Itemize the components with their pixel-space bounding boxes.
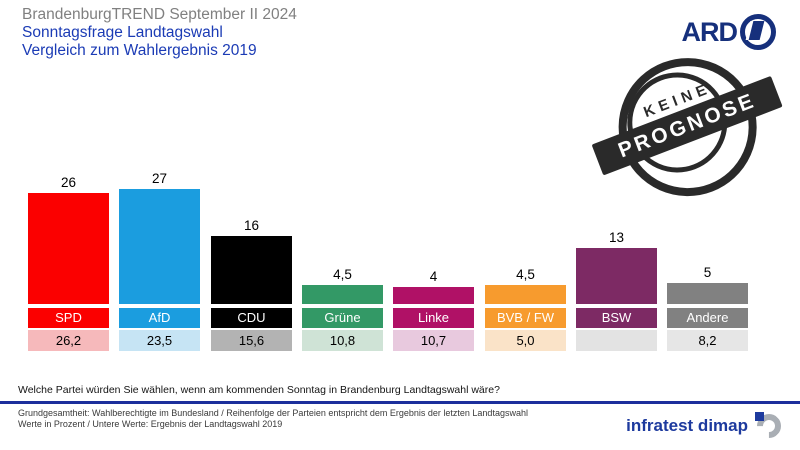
- bar: [119, 189, 200, 304]
- bar-value-label: 26: [60, 175, 77, 190]
- party-label-band: SPD: [28, 308, 109, 328]
- bar: [485, 285, 566, 304]
- previous-result-band: 15,6: [211, 330, 292, 351]
- bar-column: 13 BSW: [576, 170, 657, 351]
- subtitle-line1: Sonntagsfrage Landtagswahl: [22, 24, 223, 41]
- bar-column: 5 Andere 8,2: [667, 170, 748, 351]
- party-label-band: Andere: [667, 308, 748, 328]
- ard-one-icon: [740, 14, 776, 50]
- footer-divider: [0, 401, 800, 404]
- infratest-dimap-logo: infratest dimap: [626, 409, 786, 443]
- bar-value-label: 4,5: [333, 267, 352, 282]
- bar-value-label: 4: [429, 269, 438, 284]
- bar: [28, 193, 109, 304]
- bar: [211, 236, 292, 304]
- party-label-band: Linke: [393, 308, 474, 328]
- previous-result-band: 5,0: [485, 330, 566, 351]
- infratest-dimap-text: infratest dimap: [626, 416, 748, 435]
- previous-result-band: 8,2: [667, 330, 748, 351]
- party-label-band: BVB / FW: [485, 308, 566, 328]
- bar-value-label: 5: [703, 265, 712, 280]
- party-label-band: AfD: [119, 308, 200, 328]
- bar: [576, 248, 657, 304]
- bar-column: 4,5 BVB / FW 5,0: [485, 170, 566, 351]
- footnote: Grundgesamtheit: Wahlberechtigte im Bund…: [18, 408, 528, 429]
- previous-result-band: 10,8: [302, 330, 383, 351]
- party-label-band: CDU: [211, 308, 292, 328]
- footnote-line2: Werte in Prozent / Untere Werte: Ergebni…: [18, 418, 283, 429]
- bar-value-label: 16: [243, 218, 260, 233]
- survey-question: Welche Partei würden Sie wählen, wenn am…: [18, 384, 500, 396]
- bar: [667, 283, 748, 304]
- bar-value-label: 4,5: [516, 267, 535, 282]
- bar-column: 16 CDU 15,6: [211, 170, 292, 351]
- bar: [302, 285, 383, 304]
- ard-logo: ARD: [681, 14, 776, 50]
- bar-value-label: 13: [608, 230, 625, 245]
- bar-column: 27 AfD 23,5: [119, 170, 200, 351]
- bar-column: 4,5 Grüne 10,8: [302, 170, 383, 351]
- previous-result-band: 10,7: [393, 330, 474, 351]
- previous-result-band: 23,5: [119, 330, 200, 351]
- previous-result-band: 26,2: [28, 330, 109, 351]
- bar: [393, 287, 474, 304]
- party-label-band: BSW: [576, 308, 657, 328]
- previous-result-band: [576, 330, 657, 351]
- bar-column: 4 Linke 10,7: [393, 170, 474, 351]
- party-label-band: Grüne: [302, 308, 383, 328]
- infratest-dimap-icon: [752, 409, 786, 443]
- bar-column: 26 SPD 26,2: [28, 170, 109, 351]
- subtitle-line2: Vergleich zum Wahlergebnis 2019: [22, 42, 257, 59]
- page-title: BrandenburgTREND September II 2024: [22, 6, 297, 23]
- bar-value-label: 27: [151, 171, 168, 186]
- header: BrandenburgTREND September II 2024 Sonnt…: [22, 6, 297, 60]
- ard-logo-text: ARD: [681, 16, 738, 47]
- footnote-line1: Grundgesamtheit: Wahlberechtigte im Bund…: [18, 408, 528, 418]
